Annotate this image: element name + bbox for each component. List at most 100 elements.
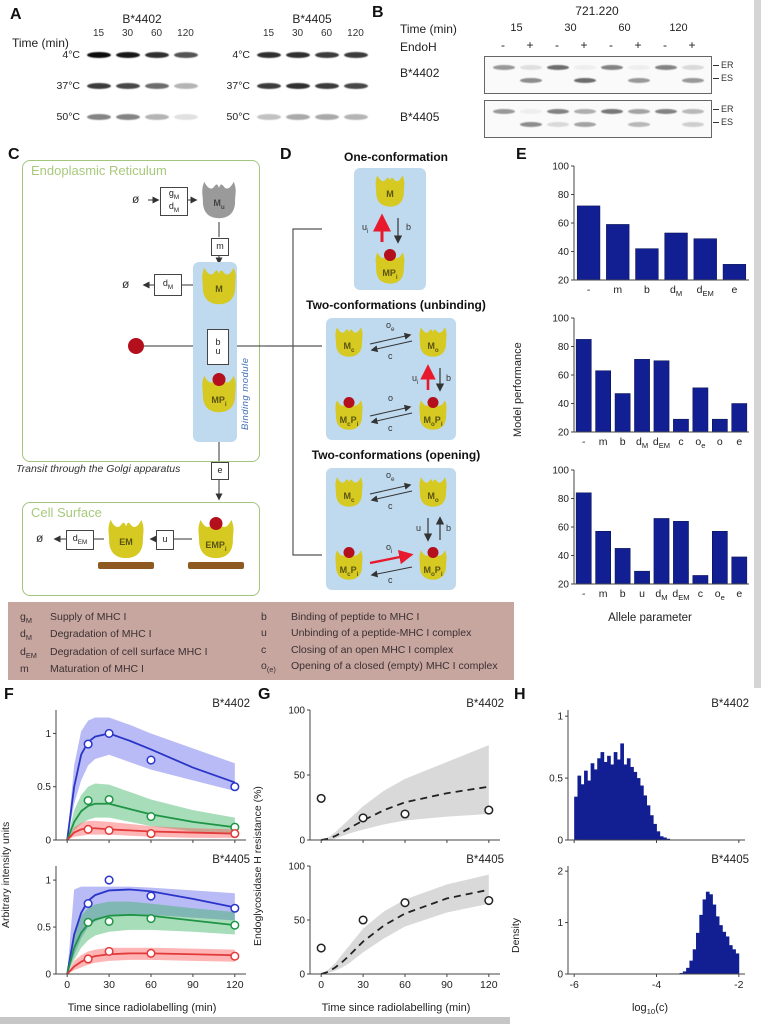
rate-c: c xyxy=(388,351,393,361)
time-value: 30 xyxy=(564,22,577,34)
rate-u: u xyxy=(162,534,168,545)
histogram-bin xyxy=(686,967,690,974)
molecule-label: Mu xyxy=(213,198,225,212)
bar xyxy=(692,387,709,433)
blot-band xyxy=(86,51,111,58)
tick-label: 0.5 xyxy=(37,923,51,934)
blot-band xyxy=(285,113,310,120)
molecule-label: Mc xyxy=(343,340,355,354)
lane xyxy=(283,113,312,120)
data-point xyxy=(146,891,156,901)
lane xyxy=(171,51,200,58)
tick-label: 0 xyxy=(318,979,324,991)
mhc-open-molecule: Mo xyxy=(416,474,450,510)
temperature-label: 50°C xyxy=(56,110,80,123)
h-x-axis-label: log10(c) xyxy=(631,1002,669,1017)
time-axis-label: Time (min) xyxy=(400,22,457,36)
blot-band xyxy=(86,82,111,89)
data-point xyxy=(358,915,368,925)
es-band xyxy=(682,122,704,127)
bar xyxy=(712,418,728,433)
tick-label: -6 xyxy=(570,979,579,991)
open-complex-molecule: MoPi xyxy=(416,546,450,584)
lane xyxy=(341,113,370,120)
time-value: 60 xyxy=(150,28,163,39)
bar xyxy=(575,492,592,585)
mhc-peptide-complex-molecule: MPi xyxy=(372,248,408,288)
histogram-bin xyxy=(587,780,592,840)
histogram-bin xyxy=(682,971,687,974)
tick-label: -4 xyxy=(652,979,661,991)
chart-g2: 0 50 100 0 30 60 90 120 B*4405 xyxy=(288,854,504,991)
tick-dash xyxy=(713,122,719,124)
model-curve xyxy=(66,802,235,841)
phi-degradation: ø xyxy=(122,277,130,291)
mhc-peptide-complex-molecule: MPi xyxy=(198,372,240,416)
bar xyxy=(575,339,592,433)
temperature-label: 50°C xyxy=(226,110,250,123)
glycoform-tick-er: ER xyxy=(713,60,734,70)
data-point xyxy=(146,914,156,924)
tick-label: dM xyxy=(670,284,682,298)
tick-label: b xyxy=(644,284,650,296)
legend-symbol: gM xyxy=(20,611,32,626)
blot-b: 15 30 60 120- + - + - + - + B*4402 ER ES B*4405 ER ES xyxy=(372,4,760,146)
rate-dM: dM xyxy=(168,200,180,214)
tick-label: dEM xyxy=(672,588,689,602)
tick-label: 90 xyxy=(187,979,199,991)
bar xyxy=(731,556,748,585)
chart-g1: 0 50 100 B*4402 xyxy=(288,698,504,847)
bar xyxy=(712,531,728,585)
time-value: 15 xyxy=(92,28,105,39)
tick-label: m xyxy=(613,284,622,296)
blot-band xyxy=(144,113,169,120)
model-title-two-conformations-unbinding: Two-conformations (unbinding) xyxy=(306,298,486,312)
rate-c: c xyxy=(388,575,393,585)
mhc-mature-molecule: M xyxy=(198,266,240,306)
mhc-open-molecule: Mo xyxy=(416,324,450,360)
endoh-sign: - xyxy=(609,38,613,52)
histogram-bin xyxy=(616,759,621,840)
blot-band xyxy=(256,82,281,89)
data-point xyxy=(484,896,494,906)
legend-description: Degradation of cell surface MHC I xyxy=(50,645,208,658)
molecule-label: MoPi xyxy=(423,415,443,428)
blot-band xyxy=(256,51,281,58)
tick-label: 80 xyxy=(558,494,570,505)
model-curve xyxy=(320,888,490,975)
bar xyxy=(693,238,717,281)
tick-label: B*4402 xyxy=(212,698,250,710)
confidence-band xyxy=(321,745,489,840)
bar xyxy=(595,370,611,433)
tick-label: 100 xyxy=(288,706,305,717)
tick-label: 60 xyxy=(558,523,570,534)
legend-description: Closing of an open MHC I complex xyxy=(291,643,454,656)
tick-label: dM xyxy=(655,588,667,602)
rate-oe: oe xyxy=(386,470,395,483)
tick-label: e xyxy=(731,284,737,296)
legend-symbol: m xyxy=(20,663,29,676)
rate-o: o xyxy=(388,393,394,403)
legend-item: m Maturation of MHC I xyxy=(20,661,261,677)
time-value: 120 xyxy=(347,28,364,39)
rate-c: c xyxy=(388,423,393,433)
histogram-bin xyxy=(649,815,654,840)
molecule-label: EMPi xyxy=(205,539,227,553)
open-complex-molecule: MoPi xyxy=(416,396,450,434)
tick-label: B*4405 xyxy=(711,854,749,866)
tick-label: b xyxy=(620,588,626,600)
peptide-dot xyxy=(128,338,144,354)
histogram-bin xyxy=(584,770,588,840)
data-point xyxy=(146,755,156,765)
histogram-bin xyxy=(610,764,615,840)
tick-label: 0 xyxy=(557,836,563,847)
bar xyxy=(635,248,659,281)
bar xyxy=(653,360,670,433)
bar xyxy=(731,403,748,433)
tick-dash xyxy=(713,78,719,80)
lane xyxy=(113,113,142,120)
histogram-bin xyxy=(653,823,657,840)
bar xyxy=(673,521,689,585)
rate-b: b xyxy=(215,336,221,347)
